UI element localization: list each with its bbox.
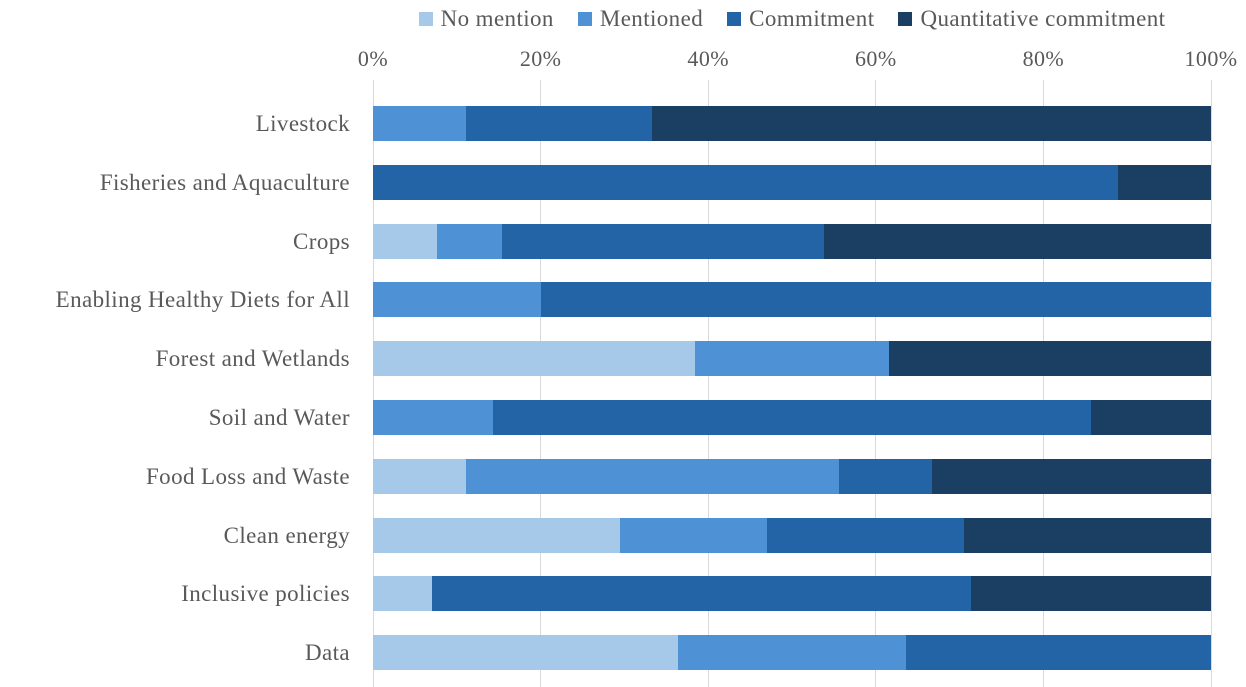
category-label: Crops [293, 228, 350, 254]
bar-segment [906, 635, 1211, 671]
gridline [707, 80, 709, 687]
category-label: Enabling Healthy Diets for All [55, 287, 350, 313]
bar-row [373, 458, 1211, 494]
bar-segment [373, 164, 1118, 200]
legend-label: Commitment [749, 6, 875, 31]
bar-segment [437, 223, 502, 259]
bar-segment [466, 106, 653, 141]
gridline [1210, 80, 1212, 687]
bar-segment [838, 458, 932, 494]
bar-segment [888, 341, 1211, 377]
bar-segment [501, 223, 825, 259]
bar-segment [695, 341, 889, 377]
legend-label: Quantitative commitment [920, 6, 1166, 31]
chart-legend: No mention Mentioned Commitment Quantitativ… [373, 6, 1211, 32]
category-label: Fisheries and Aquaculture [99, 169, 350, 195]
category-label: Inclusive policies [181, 581, 350, 607]
bar-segment [931, 458, 1211, 494]
bar-segment [373, 106, 467, 141]
bar-row [373, 576, 1211, 612]
bar-row [373, 164, 1211, 200]
gridline [1042, 80, 1044, 687]
legend-swatch-icon [898, 12, 913, 26]
legend-label: No mention [440, 6, 554, 31]
bar-segment [1091, 400, 1211, 435]
bar-segment [373, 341, 696, 377]
x-tick-label: 40% [687, 46, 729, 71]
bar-segment [652, 106, 1211, 141]
bar-segment [373, 400, 493, 435]
x-axis: 0% 20% 40% 60% 80% 100% [358, 46, 1237, 74]
bar-segment [824, 223, 1211, 259]
legend-label: Mentioned [599, 6, 704, 31]
category-label: Livestock [255, 111, 350, 136]
legend-item: Mentioned [577, 6, 704, 32]
category-label: Data [304, 640, 350, 666]
bar-segment [492, 400, 1092, 435]
bar-segment [1117, 164, 1211, 200]
legend-item: Quantitative commitment [898, 6, 1165, 32]
bar-row [373, 106, 1211, 141]
legend-swatch-icon [418, 12, 433, 26]
category-axis: Livestock Fisheries and Aquaculture Crops E… [0, 80, 350, 687]
category-label: Soil and Water [208, 405, 350, 430]
bar-segment [619, 517, 768, 553]
category-label: Forest and Wetlands [155, 346, 350, 372]
bar-segment [373, 517, 620, 553]
bar-segment [373, 458, 467, 494]
bar-row [373, 517, 1211, 553]
x-tick-label: 80% [1022, 46, 1065, 71]
bar-segment [540, 282, 1211, 318]
legend-swatch-icon [727, 12, 742, 26]
bar-row [373, 282, 1211, 318]
bar-row [373, 223, 1211, 259]
plot-area [372, 80, 1212, 687]
gridline [875, 80, 877, 687]
bar-segment [964, 517, 1211, 553]
legend-swatch-icon [577, 12, 592, 26]
bar-segment [373, 223, 438, 259]
bar-segment [432, 576, 972, 612]
bar-segment [677, 635, 907, 671]
bar-segment [373, 576, 433, 612]
x-tick-label: 0% [357, 46, 389, 71]
bar-segment [971, 576, 1211, 612]
legend-item: No mention [418, 6, 554, 32]
x-tick-label: 60% [855, 46, 897, 71]
bar-row [373, 635, 1211, 671]
x-tick-label: 20% [519, 46, 562, 71]
bar-segment [767, 517, 965, 553]
bar-row [373, 400, 1211, 435]
bar-segment [373, 635, 678, 671]
legend-item: Commitment [727, 6, 874, 32]
category-label: Clean energy [223, 522, 350, 548]
bar-segment [373, 282, 541, 318]
gridline [372, 80, 374, 687]
x-tick-label: 100% [1184, 46, 1238, 71]
bar-row [373, 341, 1211, 377]
gridline [540, 80, 542, 687]
bar-segment [466, 458, 839, 494]
category-label: Food Loss and Waste [145, 463, 350, 489]
